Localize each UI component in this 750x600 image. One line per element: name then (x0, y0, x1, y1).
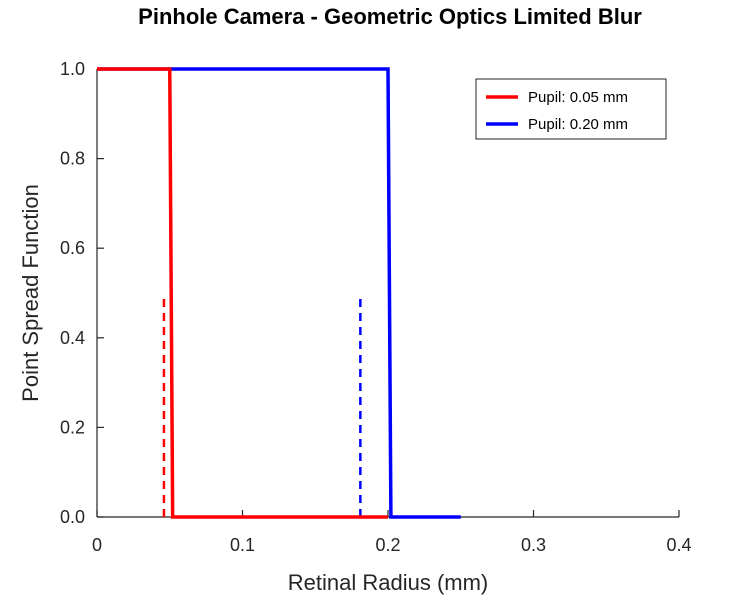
x-axis-label: Retinal Radius (mm) (288, 570, 489, 595)
y-tick-label: 0.0 (60, 507, 85, 527)
plot-area (97, 67, 461, 519)
axes: 0 0.1 0.2 0.3 0.4 0.0 0.2 0.4 0.6 0.8 1.0 (60, 59, 692, 555)
y-tick-label: 0.8 (60, 149, 85, 169)
legend-box (475, 78, 667, 140)
legend-label: Pupil: 0.05 mm (528, 89, 628, 106)
x-tick-label: 0 (92, 535, 102, 555)
x-tick-label: 0.1 (230, 535, 255, 555)
y-tick-label: 0.4 (60, 328, 85, 348)
x-tick-label: 0.3 (521, 535, 546, 555)
chart-title: Pinhole Camera - Geometric Optics Limite… (138, 4, 642, 29)
legend-label: Pupil: 0.20 mm (528, 116, 628, 133)
x-tick-label: 0.2 (375, 535, 400, 555)
legend: Pupil: 0.05 mm Pupil: 0.20 mm (475, 78, 667, 140)
y-tick-label: 0.2 (60, 417, 85, 437)
y-axis-label: Point Spread Function (18, 184, 43, 402)
series-line (97, 67, 388, 519)
y-tick-label: 0.6 (60, 238, 85, 258)
series-line (97, 67, 461, 519)
y-tick-label: 1.0 (60, 59, 85, 79)
x-tick-label: 0.4 (666, 535, 691, 555)
